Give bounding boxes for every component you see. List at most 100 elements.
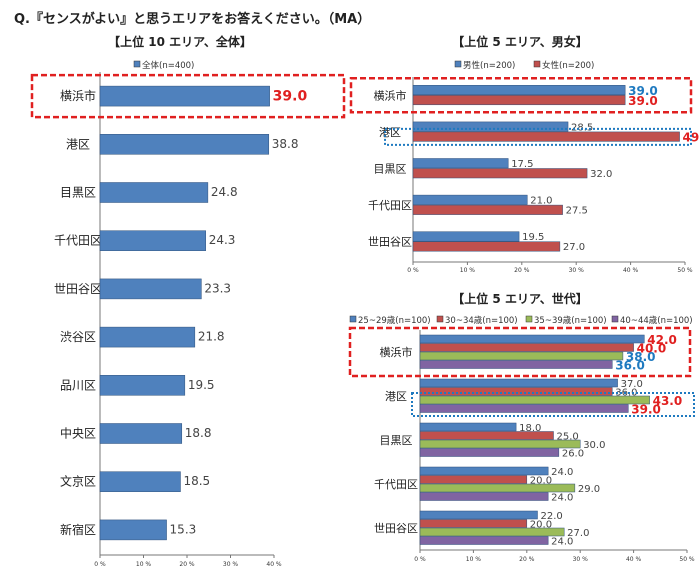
data-label: 40.0 [637, 341, 667, 355]
data-label: 20.0 [530, 519, 552, 530]
bar [412, 121, 569, 132]
x-tick-label: 10 % [460, 267, 476, 274]
data-label: 24.3 [209, 233, 236, 247]
data-label: 25.0 [557, 431, 579, 442]
bar [419, 448, 560, 457]
category-label: 新宿区 [60, 522, 96, 537]
x-tick-label: 0 % [414, 556, 426, 563]
data-label: 38.8 [272, 137, 299, 151]
data-label: 19.5 [188, 378, 215, 392]
category-label: 千代田区 [374, 478, 418, 491]
bar [419, 351, 624, 361]
legend-label: 全体(n=400) [142, 60, 194, 71]
category-label: 目黒区 [380, 434, 413, 447]
data-label: 39.0 [631, 402, 661, 416]
bar [99, 519, 167, 541]
bar [419, 422, 517, 432]
data-label: 29.0 [578, 484, 600, 495]
x-tick-label: 30 % [223, 561, 239, 568]
x-tick-label: 10 % [136, 561, 152, 568]
category-label: 港区 [66, 137, 90, 151]
category-label: 中央区 [60, 426, 96, 441]
data-label: 27.0 [567, 528, 589, 539]
data-label: 36.0 [615, 358, 645, 372]
bar [412, 241, 561, 252]
chart-title: 【上位 5 エリア、世代】 [452, 291, 588, 306]
category-label: 世田谷区 [54, 282, 102, 296]
bar [412, 158, 509, 169]
bar [419, 475, 528, 484]
data-label: 24.0 [551, 536, 573, 547]
bar [99, 278, 202, 300]
category-label: 港区 [385, 390, 407, 403]
question-text: Q.『センスがよい』と思うエリアをお答えください。（MA） [14, 12, 371, 27]
data-label: 18.5 [183, 474, 210, 488]
data-label: 22.0 [540, 511, 562, 522]
chart-title: 【上位 5 エリア、男女】 [452, 34, 588, 49]
x-tick-label: 30 % [573, 556, 589, 563]
bar [99, 182, 209, 203]
data-label: 42.0 [647, 333, 677, 347]
highlight-box-blue [411, 392, 695, 417]
bar [419, 334, 645, 344]
bar [419, 439, 581, 449]
highlight-box-blue [384, 127, 692, 146]
category-label: 港区 [379, 126, 401, 139]
bar [419, 483, 576, 493]
data-label: 36.0 [615, 387, 637, 398]
bar [412, 168, 588, 179]
highlight-box-red [30, 73, 346, 119]
legend-swatch [454, 60, 462, 68]
category-label: 世田谷区 [368, 236, 412, 249]
category-label: 目黒区 [374, 163, 407, 176]
chart-title: 【上位 10 エリア、全体】 [108, 34, 252, 49]
data-label: 39.0 [273, 89, 308, 105]
legend-swatch [611, 315, 619, 323]
data-label: 18.0 [519, 423, 541, 434]
bar [99, 85, 270, 107]
legend-label: 25~29歳(n=100) [358, 315, 431, 326]
bar [419, 431, 554, 440]
category-label: 横浜市 [374, 88, 407, 102]
data-label: 18.8 [185, 426, 212, 440]
data-label: 24.0 [551, 467, 573, 478]
highlight-box-red [348, 326, 692, 378]
bar [99, 471, 181, 492]
legend-label: 男性(n=200) [463, 60, 515, 71]
category-label: 千代田区 [54, 234, 102, 248]
data-label: 37.0 [621, 379, 643, 390]
legend-swatch [349, 315, 357, 323]
legend-swatch [436, 315, 444, 323]
x-tick-label: 50 % [677, 267, 693, 274]
x-tick-label: 20 % [179, 561, 195, 568]
data-label: 21.0 [530, 196, 552, 207]
data-label: 26.0 [562, 448, 584, 459]
x-tick-label: 0 % [94, 561, 106, 568]
bar [419, 519, 528, 528]
data-label: 23.3 [204, 281, 231, 295]
x-tick-label: 10 % [466, 556, 482, 563]
data-label: 38.0 [626, 350, 656, 364]
data-label: 43.0 [653, 394, 683, 408]
bar [99, 134, 270, 155]
bar [419, 404, 629, 413]
bar [412, 231, 520, 242]
bar [99, 423, 183, 444]
data-label: 19.5 [522, 232, 544, 243]
bar [419, 527, 565, 537]
bar [412, 194, 528, 205]
category-label: 目黒区 [60, 186, 96, 200]
bar [419, 510, 538, 520]
category-label: 文京区 [60, 474, 96, 489]
bar [412, 204, 563, 215]
category-label: 世田谷区 [374, 522, 418, 535]
data-label: 27.5 [566, 206, 588, 217]
bar [412, 95, 626, 106]
x-tick-label: 20 % [519, 556, 535, 563]
data-label: 39.0 [628, 94, 658, 108]
data-label: 49.0 [683, 130, 700, 144]
x-tick-label: 40 % [623, 267, 639, 274]
legend-swatch [533, 60, 541, 68]
bar [99, 326, 196, 348]
